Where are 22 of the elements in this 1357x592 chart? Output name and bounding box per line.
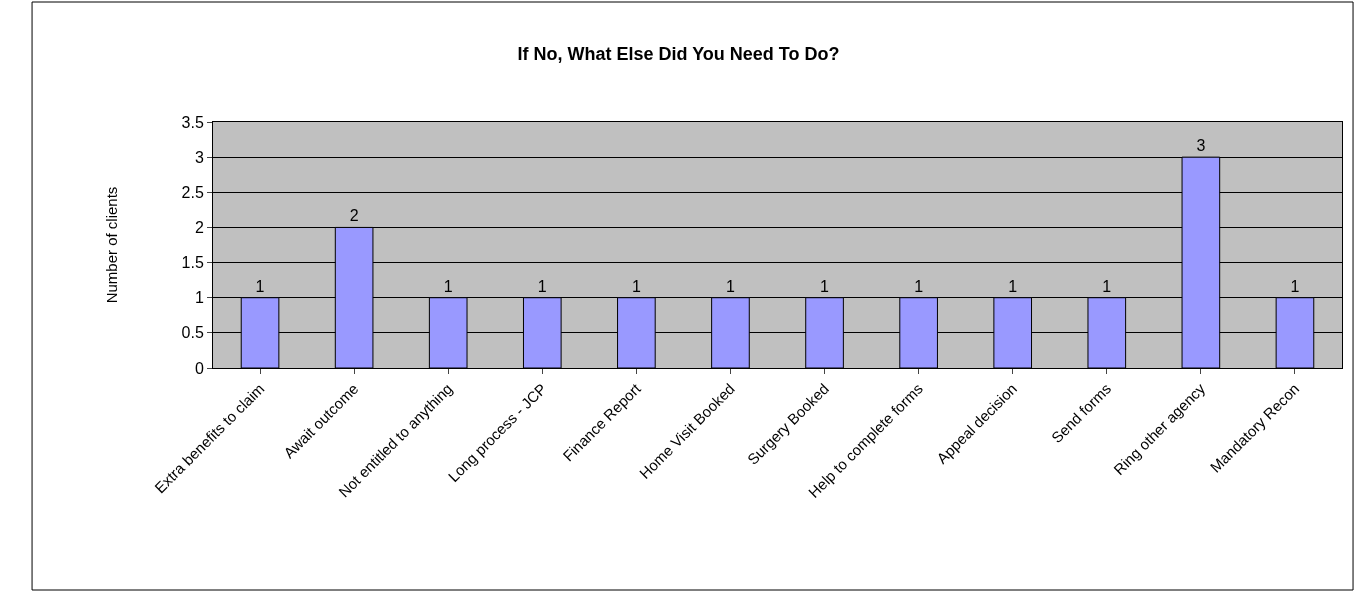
- data-label: 1: [537, 277, 547, 295]
- data-label: 1: [255, 277, 265, 295]
- y-tick-label: 0.5: [181, 324, 204, 342]
- data-label: 1: [1290, 277, 1300, 295]
- y-axis-title: Number of clients: [102, 186, 120, 304]
- data-label: 1: [443, 277, 453, 295]
- data-label: 1: [914, 277, 924, 295]
- data-label: 1: [725, 277, 735, 295]
- y-tick-label: 2.5: [181, 183, 204, 201]
- y-tick-label: 0: [194, 359, 204, 377]
- y-tick-label: 1: [194, 289, 204, 307]
- y-tick-label: 2: [194, 219, 204, 237]
- y-tick-label: 3: [194, 148, 204, 166]
- data-label: 3: [1196, 137, 1206, 155]
- data-label: 1: [820, 277, 830, 295]
- y-tick-label: 1.5: [181, 254, 204, 272]
- chart-title: If No, What Else Did You Need To Do?: [517, 43, 840, 64]
- data-label: 2: [349, 207, 359, 225]
- data-label: 1: [631, 277, 641, 295]
- data-label: 1: [1008, 277, 1018, 295]
- data-label: 1: [1102, 277, 1112, 295]
- y-tick-label: 3.5: [181, 113, 204, 131]
